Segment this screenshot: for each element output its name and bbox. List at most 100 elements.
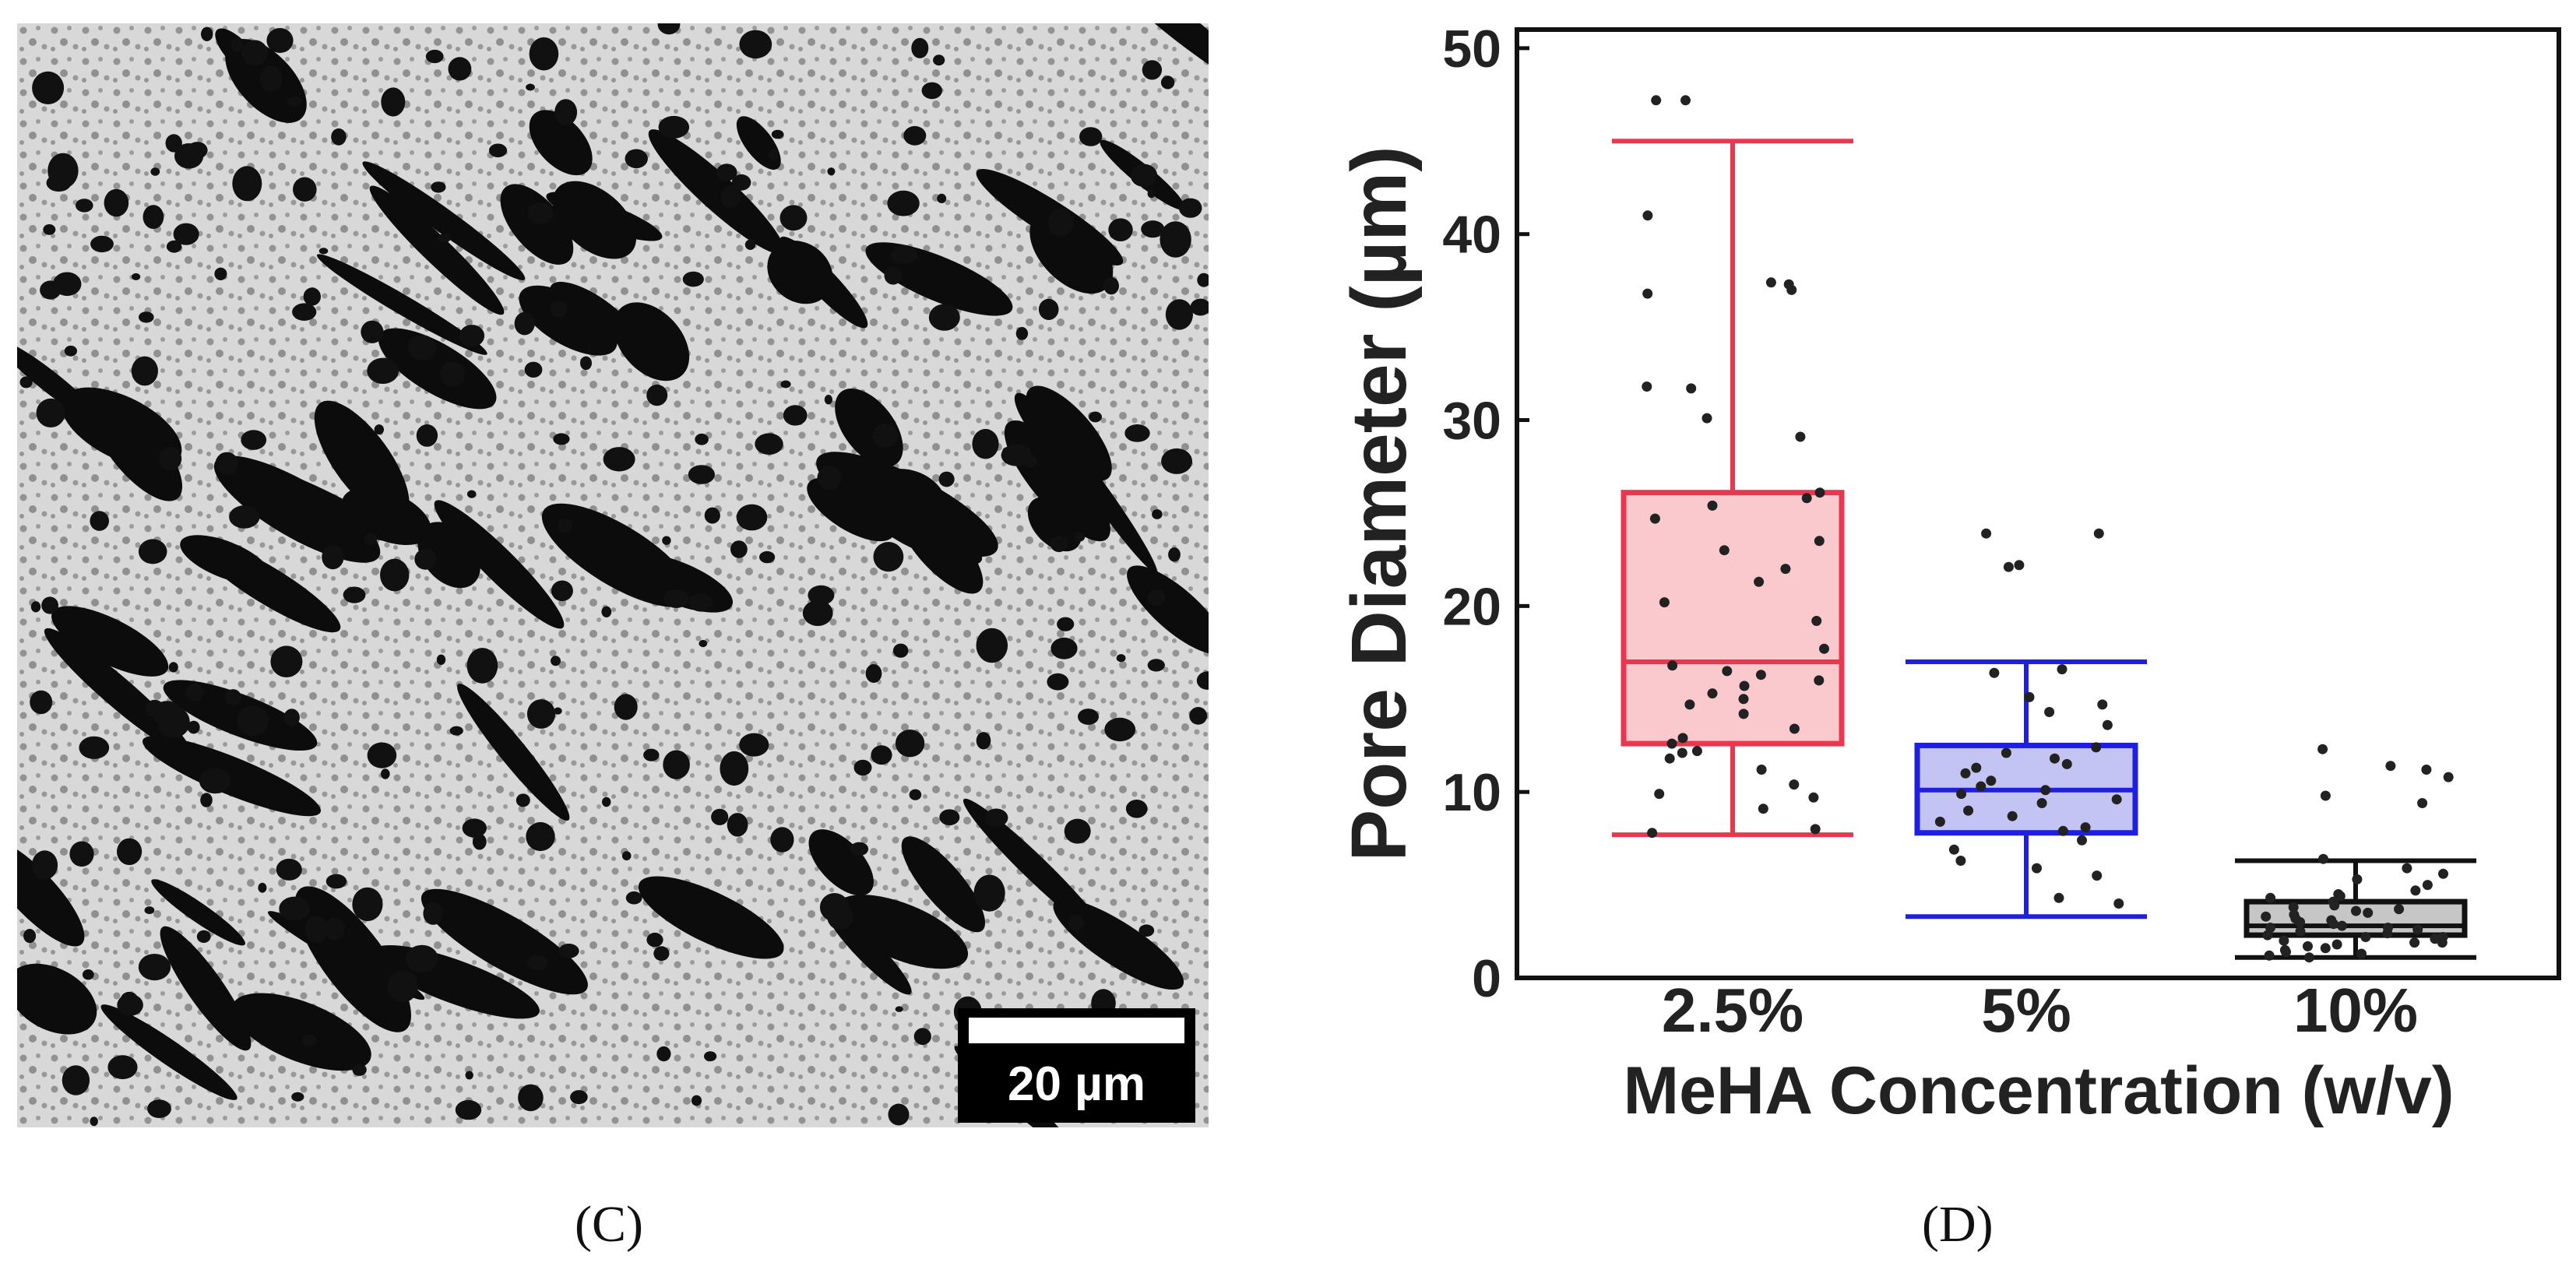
sem-small-pore <box>1015 327 1029 340</box>
data-point <box>2421 765 2432 775</box>
data-point <box>2382 928 2393 939</box>
sem-small-pore <box>771 129 784 139</box>
sem-small-pore <box>526 699 556 729</box>
sem-small-pore <box>895 730 925 758</box>
data-point <box>1819 643 1829 654</box>
sem-small-pore <box>324 917 345 941</box>
sem-small-pore <box>779 205 808 231</box>
sem-small-pore <box>646 384 668 406</box>
data-point <box>2057 825 2068 836</box>
sem-large-pore <box>434 500 565 629</box>
sem-large-pore <box>1045 417 1157 574</box>
data-point <box>2335 891 2345 902</box>
sem-small-pore <box>266 28 294 53</box>
sem-small-pore <box>1152 509 1163 519</box>
sem-small-pore <box>602 796 611 807</box>
sem-small-pore <box>431 181 446 193</box>
sem-small-pore <box>1168 547 1181 562</box>
sem-small-pore <box>658 115 690 139</box>
sem-small-pore <box>90 1116 98 1127</box>
sem-small-pore <box>241 430 267 450</box>
sem-small-pore <box>704 1051 717 1062</box>
sem-small-pore <box>322 544 344 570</box>
sem-small-pore <box>744 239 756 250</box>
data-point <box>1707 500 1718 511</box>
sem-small-pore <box>1197 273 1209 287</box>
sem-small-pore <box>972 428 999 459</box>
sem-small-pore <box>455 1099 482 1120</box>
data-point <box>1758 804 1768 814</box>
sem-large-pore <box>17 339 104 425</box>
data-point <box>1684 699 1695 710</box>
sem-small-pore <box>884 266 903 285</box>
sem-small-pore <box>90 511 109 531</box>
sem-small-pore <box>224 689 241 706</box>
sem-small-pore <box>1108 218 1133 241</box>
sem-small-pore <box>270 645 303 677</box>
data-point <box>1956 789 1967 800</box>
sem-small-pore <box>1189 707 1208 725</box>
sem-small-pore <box>827 902 853 930</box>
sem-large-pore <box>100 1004 238 1100</box>
scale-bar: 20 µm <box>958 1008 1195 1123</box>
data-point <box>2080 822 2091 833</box>
sem-small-pore <box>524 361 543 378</box>
y-axis: 0 10 20 30 40 50 <box>1442 19 1529 1008</box>
sem-small-pore <box>871 745 892 765</box>
data-point <box>2409 937 2420 948</box>
sem-large-pore <box>901 836 986 933</box>
sem-small-pore <box>1050 637 1078 659</box>
x-tick-label: 2.5% <box>1662 976 1804 1045</box>
data-point <box>1789 779 1800 790</box>
sem-small-pore <box>928 304 960 331</box>
sem-small-pore <box>1078 709 1099 725</box>
sem-small-pore <box>551 580 573 602</box>
data-point <box>2303 952 2314 963</box>
sem-small-pore <box>554 707 562 715</box>
sem-small-pore <box>64 345 77 357</box>
sem-small-pore <box>406 944 438 973</box>
sem-small-pore <box>90 235 114 253</box>
data-point <box>1677 733 1688 744</box>
data-point <box>1642 288 1653 299</box>
sem-small-pore <box>199 768 231 794</box>
sem-small-pore <box>423 902 444 925</box>
data-point <box>1707 688 1718 699</box>
sem-small-pore <box>682 271 704 287</box>
sem-small-pore <box>145 699 164 718</box>
data-point <box>1960 768 1971 779</box>
sem-small-pore <box>1178 198 1202 218</box>
sem-small-pore <box>23 929 37 944</box>
sem-large-pore <box>835 895 969 969</box>
sem-small-pore <box>215 452 238 475</box>
data-point <box>1659 597 1670 608</box>
data-point <box>1686 383 1697 394</box>
data-point <box>1738 709 1749 719</box>
sem-small-pore <box>553 433 570 445</box>
sem-small-pore <box>1089 411 1102 423</box>
data-point <box>1795 431 1806 442</box>
sem-small-pore <box>730 540 748 558</box>
sem-small-pore <box>625 149 648 169</box>
sem-small-pore <box>132 273 141 280</box>
sem-small-pore <box>739 733 769 757</box>
data-point <box>2014 560 2025 571</box>
x-axis: 2.5% 5% 10% <box>1662 976 2418 1045</box>
sem-small-pore <box>736 504 768 531</box>
sem-small-pore <box>853 759 872 776</box>
sem-small-pore <box>554 99 578 126</box>
sem-small-pore <box>287 96 302 107</box>
y-axis-label: Pore Diameter (µm) <box>1336 146 1423 862</box>
data-point <box>2385 761 2396 772</box>
sem-large-pore <box>142 736 322 817</box>
sem-small-pore <box>570 1090 588 1105</box>
sem-small-pore <box>601 606 612 617</box>
sem-small-pore <box>462 818 487 838</box>
sem-small-pore <box>283 709 300 726</box>
sem-large-pore <box>180 535 271 585</box>
sem-small-pore <box>279 896 311 921</box>
sem-small-pore <box>646 932 663 948</box>
data-point <box>2437 937 2448 948</box>
sem-large-pore <box>529 110 593 176</box>
sem-small-pore <box>187 720 200 734</box>
